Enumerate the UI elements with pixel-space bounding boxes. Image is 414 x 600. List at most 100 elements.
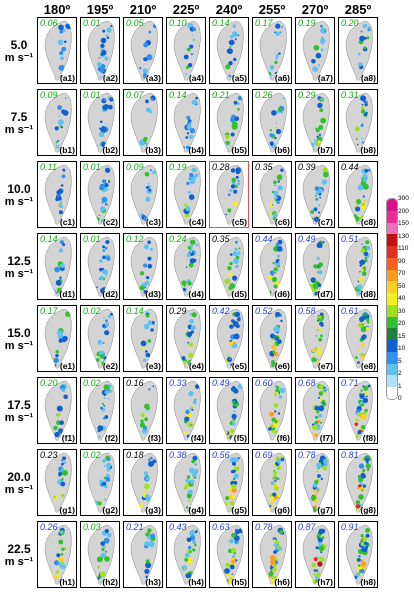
row-header-b: 7.5 m s⁻¹ — [2, 111, 36, 137]
colorbar-tick: 200 — [398, 207, 409, 215]
panel-score: 0.19 — [169, 162, 187, 172]
colorbar-tick: 90 — [398, 257, 406, 265]
panel-score: 0.14 — [40, 234, 58, 244]
panel-g1: 0.23 (g1) — [37, 449, 77, 516]
panel-score: 0.06 — [40, 18, 58, 28]
row-speed: 5.0 — [10, 38, 28, 52]
colorbar — [386, 198, 398, 400]
panel-score: 0.29 — [298, 90, 316, 100]
panel-a4: 0.10 (a4) — [166, 17, 206, 84]
colorbar-tick: 130 — [398, 232, 409, 240]
panel-score: 0.78 — [298, 450, 316, 460]
panel-d6: 0.44 (d6) — [252, 233, 292, 300]
panel-label: (g5) — [231, 505, 247, 515]
panel-label: (g6) — [274, 505, 290, 515]
panel-label: (h4) — [188, 577, 204, 587]
colorbar-segment — [387, 351, 397, 364]
panel-label: (a6) — [274, 73, 290, 83]
row-unit: m s⁻¹ — [4, 124, 34, 136]
island-map — [130, 452, 158, 513]
panel-label: (b8) — [360, 145, 376, 155]
colorbar-tick: 1 — [398, 382, 402, 390]
panel-d7: 0.49 (d7) — [295, 233, 335, 300]
panel-label: (b4) — [188, 145, 204, 155]
island-map — [44, 380, 72, 441]
island-map — [345, 236, 373, 297]
column-header-5: 240º — [215, 2, 243, 17]
panel-score: 0.18 — [126, 450, 144, 460]
island-map — [216, 524, 244, 585]
panel-e3: 0.14 (e3) — [123, 305, 163, 372]
island-map — [87, 380, 115, 441]
panel-label: (h2) — [102, 577, 118, 587]
colorbar-tick: 20 — [398, 320, 406, 327]
island-map — [130, 380, 158, 441]
colorbar-tick: 150 — [398, 220, 409, 227]
colorbar-segment — [387, 199, 397, 211]
panel-label: (c4) — [188, 217, 204, 227]
island-map — [259, 380, 287, 441]
panel-score: 0.31 — [341, 90, 359, 100]
island-map — [87, 236, 115, 297]
island-map — [216, 380, 244, 441]
island-map — [259, 524, 287, 585]
panel-label: (h5) — [231, 577, 247, 587]
panel-score: 0.44 — [341, 162, 359, 172]
panel-label: (b5) — [231, 145, 247, 155]
island-map — [345, 452, 373, 513]
island-map — [345, 308, 373, 369]
panel-e6: 0.52 (e6) — [252, 305, 292, 372]
row-header-a: 5.0 m s⁻¹ — [2, 39, 36, 65]
colorbar-segment — [387, 257, 397, 270]
panel-c3: 0.09 (c3) — [123, 161, 163, 228]
column-header-2: 195º — [86, 2, 114, 17]
panel-score: 0.17 — [255, 18, 273, 28]
panel-score: 0.49 — [298, 234, 316, 244]
panel-score: 0.01 — [83, 162, 101, 172]
panel-score: 0.03 — [83, 522, 101, 532]
island-map — [87, 92, 115, 153]
panel-score: 0.61 — [341, 306, 359, 316]
panel-label: (a2) — [102, 73, 118, 83]
row-speed: 22.5 — [7, 542, 31, 556]
island-map — [44, 236, 72, 297]
island-map — [259, 92, 287, 153]
panel-h7: 0.87 (h7) — [295, 521, 335, 588]
island-map — [173, 380, 201, 441]
panel-g5: 0.56 (g5) — [209, 449, 249, 516]
panel-label: (a7) — [317, 73, 333, 83]
panel-score: 0.51 — [341, 234, 359, 244]
panel-score: 0.14 — [169, 90, 187, 100]
panel-score: 0.05 — [126, 18, 144, 28]
row-unit: m s⁻¹ — [4, 268, 34, 280]
panel-label: (f5) — [233, 433, 247, 443]
panel-g8: 0.81 (g8) — [338, 449, 378, 516]
panel-label: (h6) — [274, 577, 290, 587]
colorbar-segment — [387, 269, 397, 282]
panel-label: (e7) — [317, 361, 333, 371]
panel-score: 0.23 — [40, 450, 58, 460]
row-header-e: 15.0 m s⁻¹ — [2, 327, 36, 353]
island-map — [130, 20, 158, 81]
colorbar-segment — [387, 316, 397, 329]
panel-g7: 0.78 (g7) — [295, 449, 335, 516]
panel-h4: 0.43 (h4) — [166, 521, 206, 588]
colorbar-segment — [387, 234, 397, 246]
panel-label: (h7) — [317, 577, 333, 587]
row-header-h: 22.5 m s⁻¹ — [2, 543, 36, 569]
panel-d2: 0.01 (d2) — [80, 233, 120, 300]
panel-score: 0.21 — [126, 522, 144, 532]
colorbar-tick: 0 — [398, 395, 402, 402]
panel-score: 0.43 — [169, 522, 187, 532]
panel-label: (g4) — [188, 505, 204, 515]
panel-label: (d8) — [360, 289, 376, 299]
island-map — [130, 164, 158, 225]
colorbar-segment — [387, 387, 397, 399]
panel-f6: 0.60 (f6) — [252, 377, 292, 444]
panel-score: 0.87 — [298, 522, 316, 532]
island-map — [173, 20, 201, 81]
row-speed: 15.0 — [7, 326, 31, 340]
panel-c8: 0.44 (c8) — [338, 161, 378, 228]
panel-score: 0.01 — [83, 90, 101, 100]
